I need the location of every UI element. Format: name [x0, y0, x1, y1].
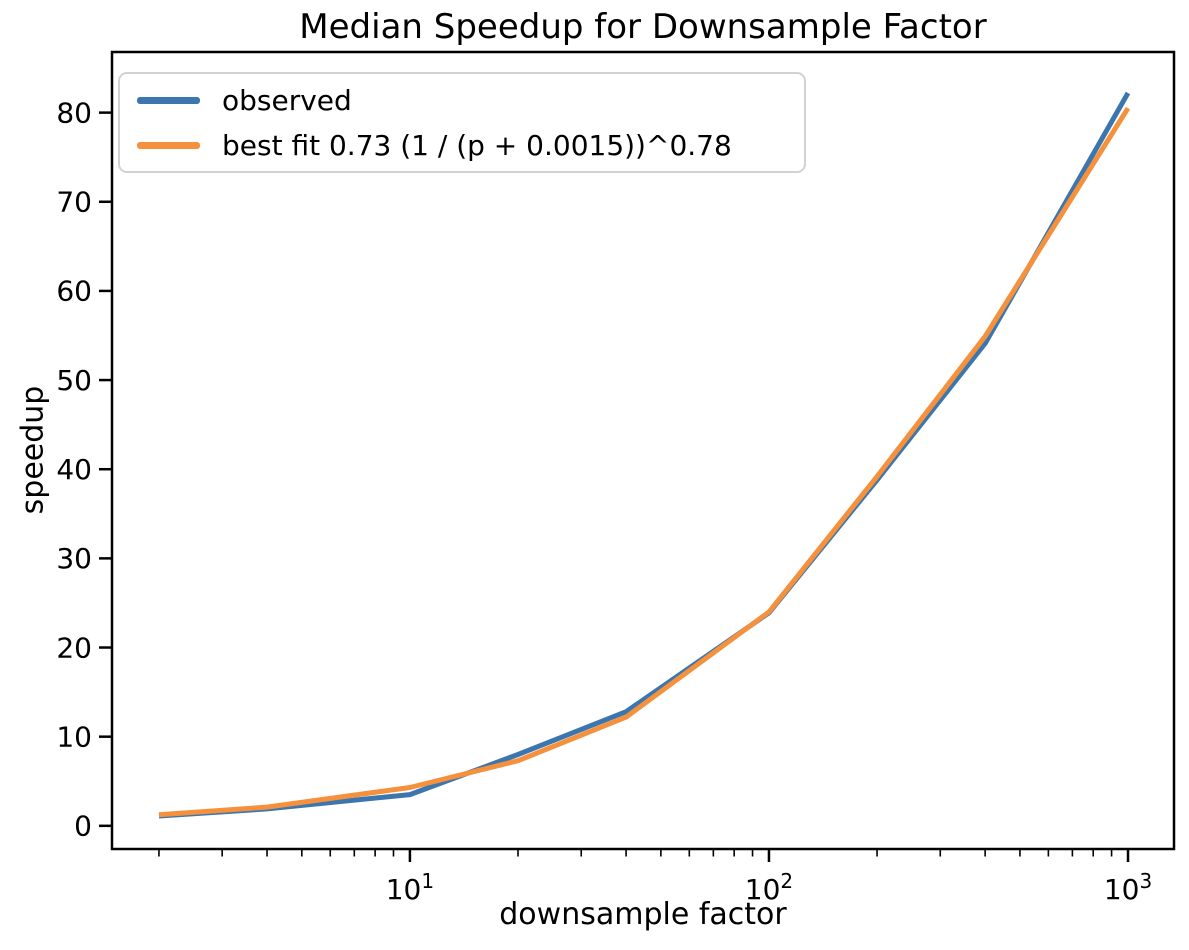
best-fit-line	[158, 106, 1131, 818]
legend-line-swatch-best-fit	[137, 141, 200, 149]
y-tick-label: 40	[56, 453, 92, 486]
y-tick-label: 80	[56, 96, 92, 129]
axes-spines	[110, 50, 1176, 851]
x-tick-label: 101	[386, 869, 434, 906]
x-axis-label: downsample factor	[499, 897, 787, 932]
y-tick-label: 20	[56, 631, 92, 664]
legend-line-swatch-observed	[137, 96, 200, 104]
y-axis-label: speedup	[15, 385, 51, 515]
y-tick-label: 0	[74, 810, 92, 843]
y-tick-label: 50	[56, 364, 92, 397]
y-tick-label: 60	[56, 275, 92, 308]
legend-label-best-fit: best fit 0.73 (1 / (p + 0.0015))^0.78	[222, 128, 732, 162]
chart-title: Median Speedup for Downsample Factor	[299, 7, 987, 47]
y-tick-label: 30	[56, 542, 92, 575]
observed-line	[158, 91, 1131, 819]
x-tick-label: 102	[745, 869, 793, 906]
legend-item-best-fit: best fit 0.73 (1 / (p + 0.0015))^0.78	[137, 127, 794, 163]
legend: observed best fit 0.73 (1 / (p + 0.0015)…	[118, 72, 806, 173]
y-tick-label: 70	[56, 186, 92, 219]
x-tick-label: 103	[1104, 869, 1152, 906]
legend-item-observed: observed	[137, 82, 794, 118]
legend-label-observed: observed	[222, 83, 352, 117]
y-tick-label: 10	[56, 720, 92, 753]
